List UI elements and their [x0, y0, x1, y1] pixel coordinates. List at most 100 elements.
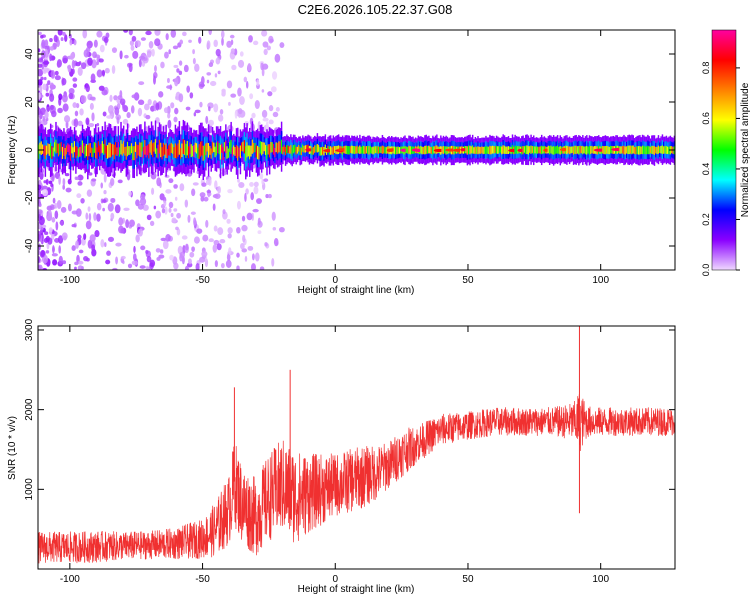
- spectrogram-noise-blob: [138, 228, 143, 237]
- spectrogram-carrier-cell: [109, 142, 112, 158]
- spectrogram-noise-blob: [43, 76, 47, 81]
- spectrogram-noise-blob: [131, 35, 137, 42]
- spectrogram-noise-blob: [101, 89, 108, 96]
- spectrogram-carrier-cell: [570, 146, 572, 154]
- spectrogram-noise-blob: [106, 250, 111, 256]
- spectrogram-noise-blob: [221, 37, 224, 46]
- spectrogram-noise-blob: [199, 256, 206, 263]
- spectrogram-noise-blob: [117, 179, 123, 184]
- spectrogram-noise-blob: [83, 233, 87, 240]
- spectrogram-noise-blob: [137, 107, 143, 117]
- spectrogram-carrier-cell: [145, 145, 147, 158]
- spectrogram-noise-blob: [107, 202, 114, 212]
- spectrogram-noise-blob: [247, 62, 252, 72]
- spectrogram-noise-blob: [44, 231, 49, 235]
- spectrogram-noise-blob: [227, 189, 233, 194]
- spectrogram-noise-blob: [42, 115, 46, 122]
- spectrogram-carrier-cell: [92, 148, 94, 158]
- spectrogram-noise-blob: [75, 176, 80, 181]
- spectrogram-carrier-cell: [126, 141, 129, 157]
- spectrogram-noise-blob: [154, 38, 161, 47]
- spectrogram-carrier-cell: [639, 146, 641, 155]
- spectrogram-noise-blob: [208, 30, 212, 36]
- spectrogram-noise-blob: [220, 30, 225, 39]
- spectrogram-carrier-cell: [352, 145, 354, 154]
- spectrogram-carrier-cell: [302, 144, 304, 152]
- spectrogram-noise-blob: [271, 211, 276, 221]
- spectrogram-carrier-cell: [142, 146, 145, 159]
- spectrogram-noise-blob: [116, 116, 120, 125]
- spectrogram-carrier-cell: [663, 146, 665, 154]
- spectrogram-carrier-cell: [497, 146, 499, 154]
- spectrogram-carrier-cell: [118, 147, 121, 157]
- spectrogram-carrier-cell: [101, 141, 104, 153]
- spectrogram-noise-blob: [248, 35, 253, 43]
- snr-x-tick-label: 0: [332, 574, 338, 585]
- spectrogram-carrier-cell: [43, 146, 45, 156]
- spectrogram-carrier-cell: [474, 146, 477, 154]
- spectrogram-axes: -100 -50 0 50 100 -40 -20 0 20 40: [24, 30, 675, 286]
- spectrogram-noise-blob: [38, 58, 44, 63]
- spectrogram-noise-blob: [269, 38, 274, 43]
- spectrogram-noise-blob: [90, 73, 96, 83]
- spectrogram-carrier-cell: [91, 147, 93, 157]
- spectrogram-carrier-cell: [410, 146, 413, 154]
- spectrogram-carrier-cell: [170, 142, 173, 153]
- spectrogram-carrier-cell: [329, 146, 332, 155]
- spectrogram-noise-blob: [179, 183, 185, 192]
- spectrogram-noise-blob: [111, 65, 116, 74]
- spectrogram-carrier-cell: [116, 147, 118, 157]
- spectrogram-carrier-cell: [71, 143, 73, 154]
- spectrogram-carrier-cell: [542, 146, 544, 154]
- spectrogram-carrier-cell: [536, 146, 539, 154]
- spectrogram-carrier-cell: [471, 145, 474, 154]
- spectrogram-noise-blob: [263, 48, 268, 56]
- spectrogram-noise-blob: [40, 226, 44, 231]
- spectrogram-noise-blob: [58, 255, 63, 265]
- spectrogram-noise-blob: [214, 180, 218, 190]
- spectrogram-carrier-cell: [364, 146, 366, 155]
- spectrogram-carrier-cell: [609, 145, 612, 154]
- spectrogram-noise-blob: [91, 244, 96, 252]
- spectrogram-carrier-cell: [272, 143, 275, 155]
- spectrogram-noise-blob: [256, 198, 263, 204]
- spectrogram-carrier-cell: [282, 146, 284, 155]
- spectrogram-carrier-cell: [631, 145, 633, 155]
- spectrogram-carrier-cell: [137, 145, 139, 156]
- spectrogram-noise-blob: [226, 40, 232, 48]
- spectrogram-noise-blob: [85, 220, 92, 230]
- spectrogram-carrier-cell: [229, 141, 231, 152]
- spectrogram-noise-blob: [162, 240, 169, 250]
- colorbar: [711, 29, 737, 271]
- spectrogram-noise-blob: [38, 107, 42, 116]
- spectrogram-noise-blob: [56, 200, 62, 210]
- spectrogram-carrier-cell: [314, 145, 316, 153]
- spectrogram-carrier-cell: [68, 144, 70, 156]
- spectrogram-carrier-cell: [209, 146, 211, 155]
- spectrogram-noise-blob: [39, 85, 43, 94]
- spectrogram-carrier-cell: [138, 142, 141, 157]
- spectrogram-x-tick-label: 50: [462, 275, 474, 286]
- spectrogram-carrier-cell: [286, 145, 288, 154]
- spectrogram-carrier-cell: [95, 143, 97, 158]
- spectrogram-noise-blob: [206, 72, 212, 76]
- spectrogram-noise-blob: [257, 230, 262, 235]
- spectrogram-noise-blob: [155, 248, 161, 253]
- spectrogram-carrier-cell: [296, 146, 299, 154]
- spectrogram-noise-blob: [205, 179, 211, 186]
- spectrogram-noise-blob: [186, 85, 191, 93]
- spectrogram-noise-blob: [199, 101, 203, 108]
- spectrogram-noise-blob: [241, 215, 246, 222]
- spectrogram-carrier-cell: [299, 146, 301, 155]
- spectrogram-carrier-cell: [190, 144, 193, 158]
- colorbar-tick-label: 0.8: [701, 62, 711, 75]
- spectrogram-noise-blob: [182, 31, 187, 37]
- spectrogram-carrier-cell: [97, 141, 100, 153]
- spectrogram-noise-blob: [178, 70, 183, 76]
- spectrogram-carrier-cell: [150, 140, 153, 155]
- spectrogram-carrier-cell: [283, 144, 285, 152]
- spectrogram-carrier-cell: [635, 146, 637, 155]
- spectrogram-carrier-cell: [284, 146, 287, 156]
- spectrogram-noise-blob: [82, 30, 88, 39]
- spectrogram-noise-blob: [38, 202, 42, 208]
